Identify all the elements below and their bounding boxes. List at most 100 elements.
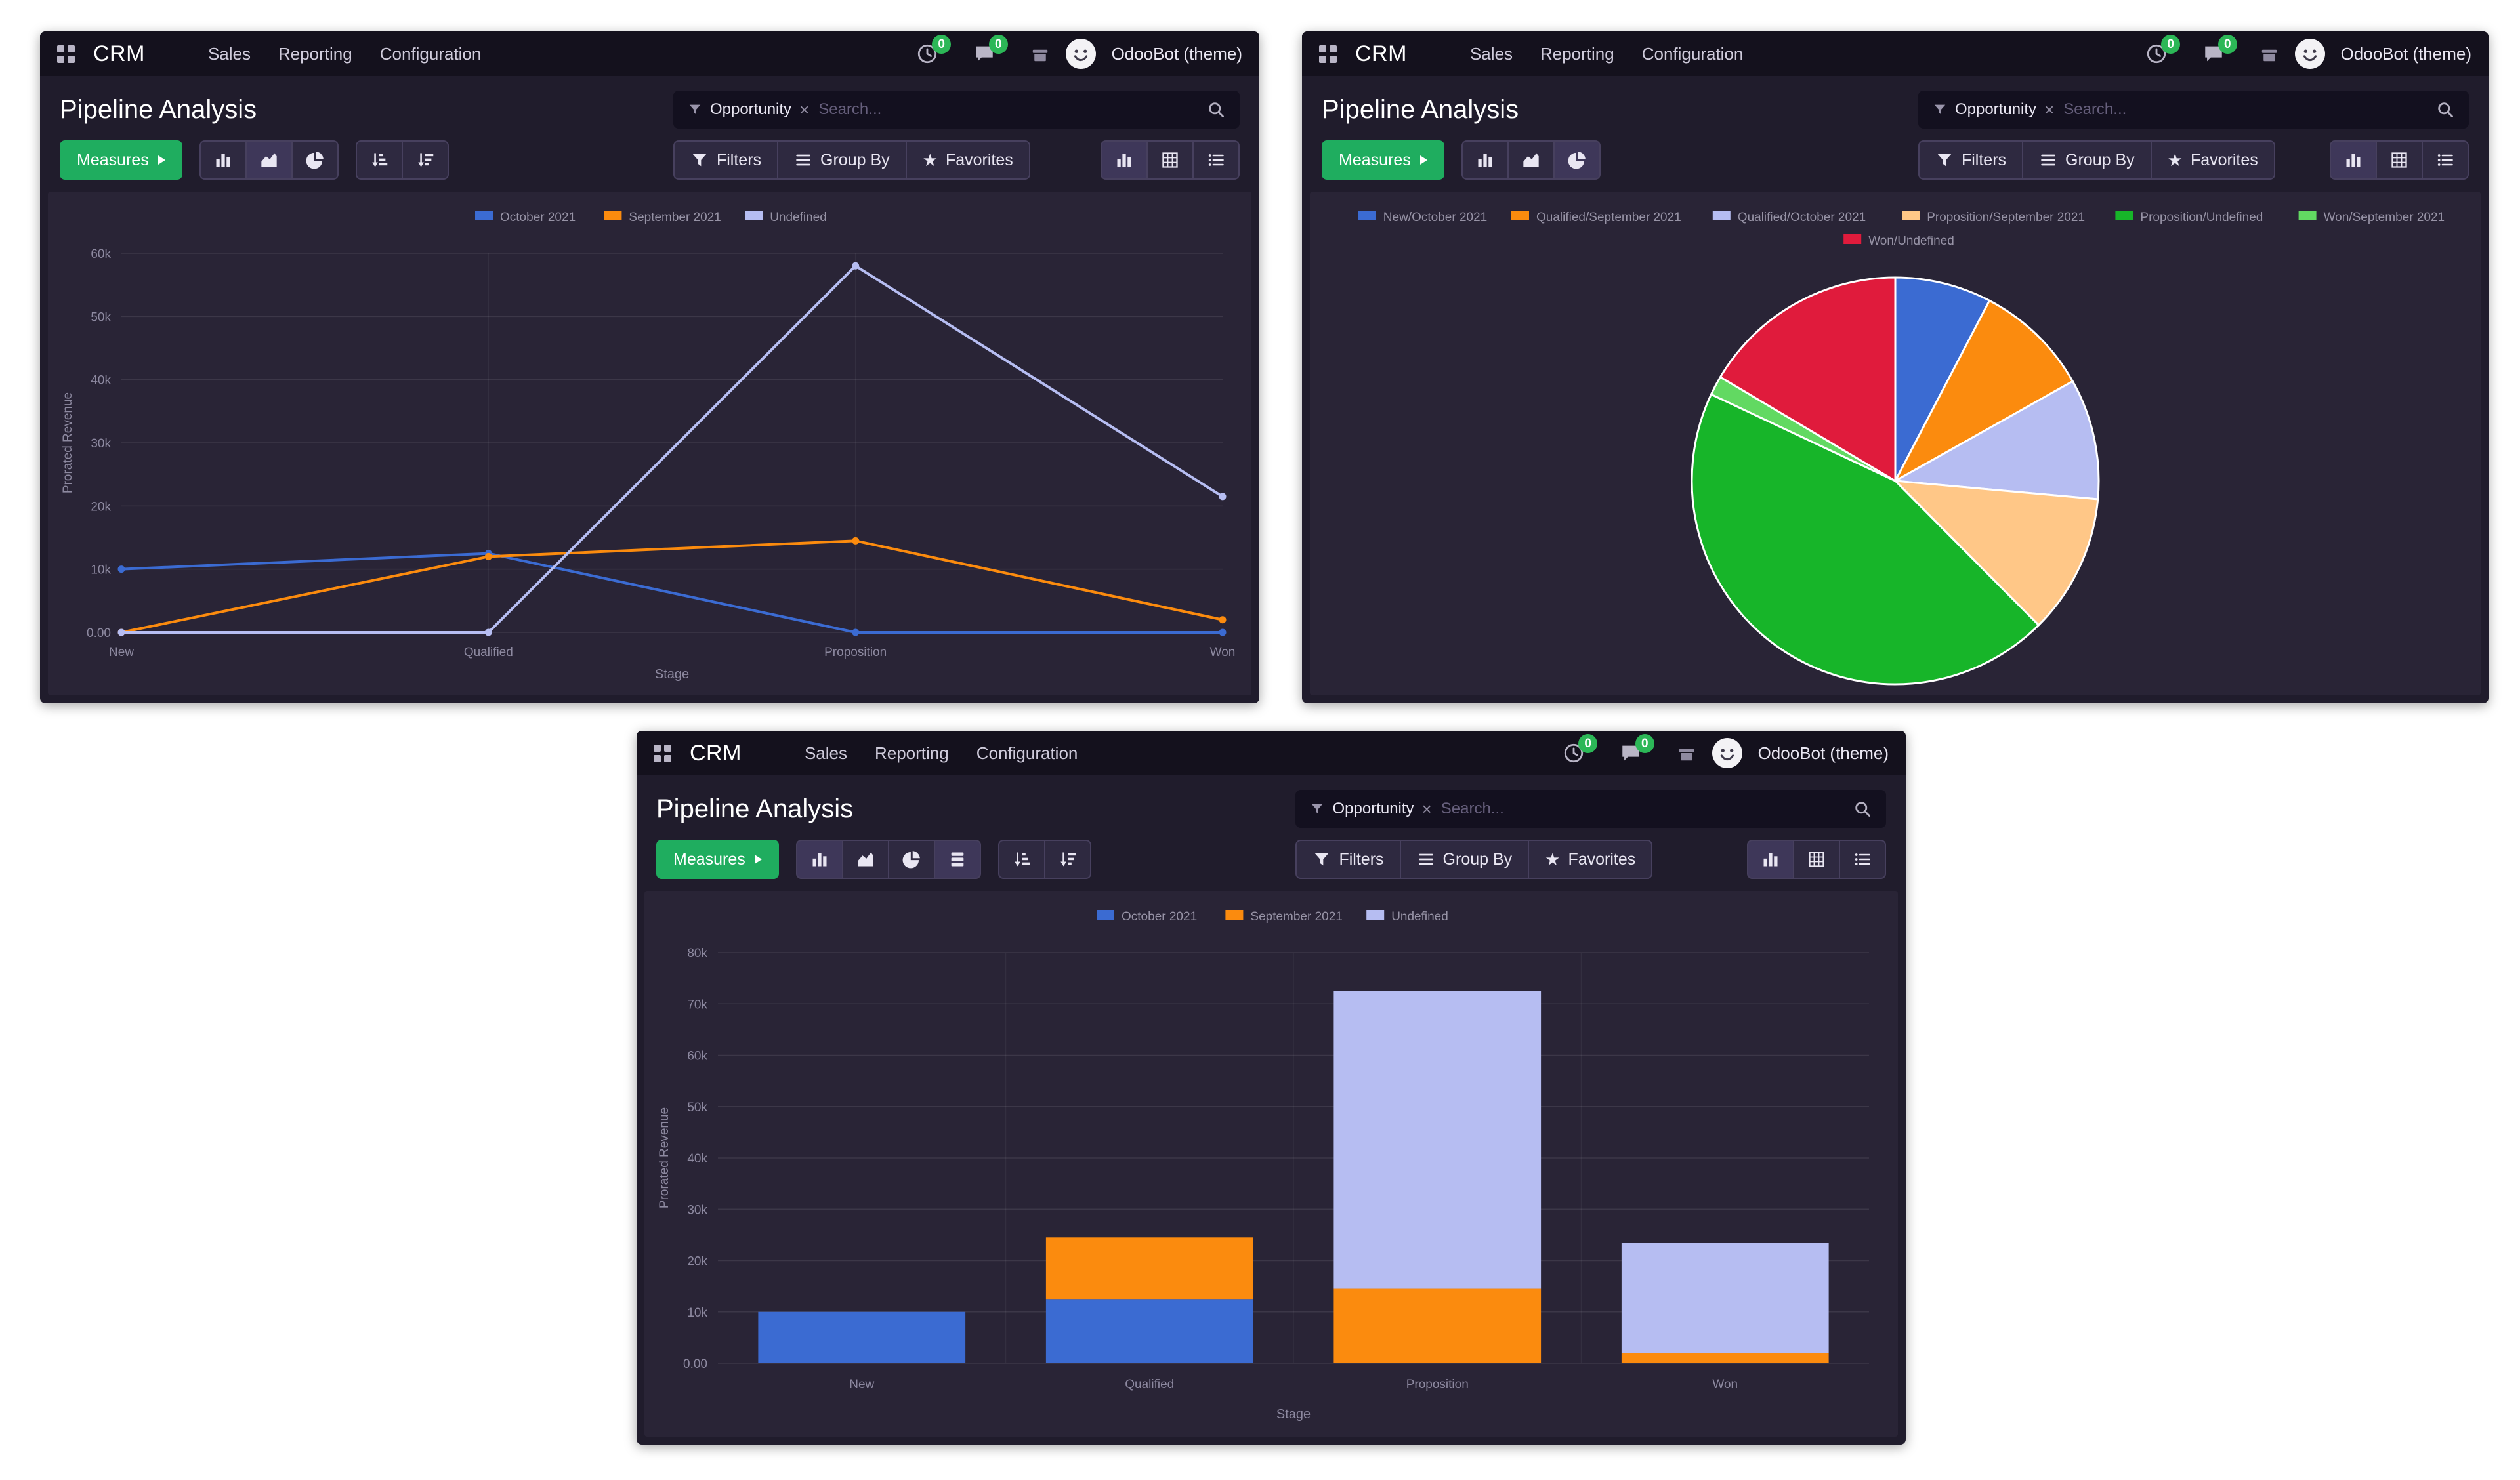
search-facet[interactable]: Opportunity ×: [1933, 100, 2054, 119]
search-bar[interactable]: Opportunity × Search...: [1295, 790, 1886, 828]
graph-view-button[interactable]: [1747, 840, 1794, 879]
gift-icon[interactable]: [1030, 44, 1050, 64]
search-bar[interactable]: Opportunity × Search...: [1918, 91, 2469, 129]
menu-item-sales[interactable]: Sales: [804, 743, 847, 763]
pivot-view-icon: [1162, 152, 1178, 168]
activities-systray[interactable]: 0: [2145, 34, 2187, 65]
svg-text:0.00: 0.00: [683, 1357, 707, 1371]
sort-asc-button[interactable]: [998, 840, 1045, 879]
list-view-button[interactable]: [1839, 840, 1886, 879]
graph-view-button[interactable]: [2330, 140, 2377, 180]
graph-view-button[interactable]: [1101, 140, 1148, 180]
filter-facet-icon: [689, 104, 701, 115]
messages-systray[interactable]: 0: [973, 34, 1015, 65]
app-brand[interactable]: CRM: [93, 41, 145, 66]
menu-item-reporting[interactable]: Reporting: [874, 743, 949, 763]
bar-chart-button[interactable]: [199, 140, 247, 180]
line-chart-button[interactable]: [245, 140, 293, 180]
facet-remove-icon[interactable]: ×: [1421, 799, 1432, 819]
sort-asc-icon: [1015, 852, 1030, 867]
view-switcher: [1101, 140, 1240, 180]
search-icon[interactable]: [1207, 100, 1225, 119]
filters-button[interactable]: Filters: [1918, 140, 2024, 180]
favorites-button[interactable]: ★ Favorites: [905, 140, 1030, 180]
measures-button[interactable]: Measures: [60, 140, 182, 180]
apps-menu-icon[interactable]: [57, 45, 75, 63]
apps-menu-icon[interactable]: [1319, 45, 1337, 63]
sort-desc-button[interactable]: [1043, 840, 1091, 879]
facet-remove-icon[interactable]: ×: [2044, 100, 2055, 119]
favorites-button[interactable]: ★ Favorites: [2150, 140, 2275, 180]
line-chart-button[interactable]: [1507, 140, 1555, 180]
pivot-view-button[interactable]: [1793, 840, 1840, 879]
view-switcher: [1747, 840, 1886, 879]
search-icon[interactable]: [2436, 100, 2454, 119]
navbar: CRM Sales Reporting Configuration 0 0 Od…: [40, 31, 1259, 76]
filters-button[interactable]: Filters: [1295, 840, 1401, 879]
star-icon: ★: [1545, 850, 1561, 869]
gift-icon[interactable]: [1677, 743, 1696, 763]
user-name[interactable]: OdooBot (theme): [1757, 743, 1889, 763]
user-name[interactable]: OdooBot (theme): [2340, 43, 2471, 64]
activities-systray[interactable]: 0: [916, 34, 957, 65]
user-avatar[interactable]: [2294, 39, 2325, 69]
main-menu: Sales Reporting Configuration: [1470, 44, 1743, 64]
menu-item-configuration[interactable]: Configuration: [976, 743, 1078, 763]
list-view-icon: [2437, 154, 2453, 166]
messages-systray[interactable]: 0: [1620, 733, 1661, 764]
apps-menu-icon[interactable]: [654, 744, 671, 762]
filters-button[interactable]: Filters: [673, 140, 779, 180]
group-by-button[interactable]: Group By: [2022, 140, 2152, 180]
user-avatar[interactable]: [1712, 738, 1742, 768]
user-name[interactable]: OdooBot (theme): [1111, 43, 1242, 64]
pipeline-pie-chart-canvas[interactable]: New/October 2021 Qualified/September 2021…: [1310, 192, 2481, 695]
bar-chart-button[interactable]: [795, 840, 843, 879]
measures-button[interactable]: Measures: [1322, 140, 1444, 180]
group-by-button[interactable]: Group By: [1399, 840, 1530, 879]
app-brand[interactable]: CRM: [690, 740, 742, 766]
menu-item-sales[interactable]: Sales: [1469, 43, 1513, 64]
stacked-toggle-button[interactable]: [933, 840, 981, 879]
star-icon: ★: [2167, 150, 2183, 170]
search-icon[interactable]: [1853, 800, 1872, 818]
chart-type-group: [199, 140, 339, 180]
page-title: Pipeline Analysis: [1322, 94, 1519, 124]
favorites-button[interactable]: ★ Favorites: [1528, 840, 1653, 879]
clock-icon: [918, 44, 937, 64]
user-avatar[interactable]: [1065, 39, 1096, 69]
list-view-button[interactable]: [1192, 140, 1240, 180]
activity-count-badge: 0: [1578, 733, 1597, 753]
list-view-button[interactable]: [2422, 140, 2469, 180]
search-facet[interactable]: Opportunity ×: [1310, 799, 1432, 819]
sort-desc-button[interactable]: [401, 140, 449, 180]
sort-asc-button[interactable]: [355, 140, 403, 180]
pie-chart-button[interactable]: [291, 140, 339, 180]
bar-chart-button[interactable]: [1461, 140, 1509, 180]
messages-systray[interactable]: 0: [2202, 34, 2244, 65]
svg-text:80k: 80k: [687, 947, 707, 960]
menu-item-reporting[interactable]: Reporting: [278, 43, 352, 64]
stacked-icon: [951, 852, 964, 867]
pie-chart-button[interactable]: [1553, 140, 1601, 180]
activities-systray[interactable]: 0: [1563, 733, 1604, 764]
search-facet[interactable]: Opportunity ×: [688, 100, 809, 119]
line-chart-button[interactable]: [841, 840, 889, 879]
menu-item-configuration[interactable]: Configuration: [1641, 43, 1744, 64]
pie-chart-button[interactable]: [887, 840, 935, 879]
search-bar[interactable]: Opportunity × Search...: [673, 91, 1240, 129]
gift-icon[interactable]: [2259, 44, 2279, 64]
facet-remove-icon[interactable]: ×: [799, 100, 810, 119]
pipeline-line-chart-canvas[interactable]: October 2021 September 2021 Undefined 0.00 1…: [48, 192, 1251, 695]
measures-button[interactable]: Measures: [656, 840, 779, 879]
svg-text:Stage: Stage: [1276, 1407, 1311, 1422]
menu-item-configuration[interactable]: Configuration: [379, 43, 482, 64]
menu-item-sales[interactable]: Sales: [207, 43, 251, 64]
control-panel: Pipeline Analysis Opportunity × Search..…: [1302, 76, 2488, 186]
pivot-view-button[interactable]: [2376, 140, 2423, 180]
pivot-view-button[interactable]: [1146, 140, 1194, 180]
message-count-badge: 0: [1635, 733, 1654, 753]
menu-item-reporting[interactable]: Reporting: [1540, 43, 1614, 64]
group-by-button[interactable]: Group By: [777, 140, 907, 180]
app-brand[interactable]: CRM: [1355, 41, 1407, 66]
pipeline-bar-chart-canvas[interactable]: October 2021 September 2021 Undefined 0.00 1…: [644, 891, 1898, 1437]
